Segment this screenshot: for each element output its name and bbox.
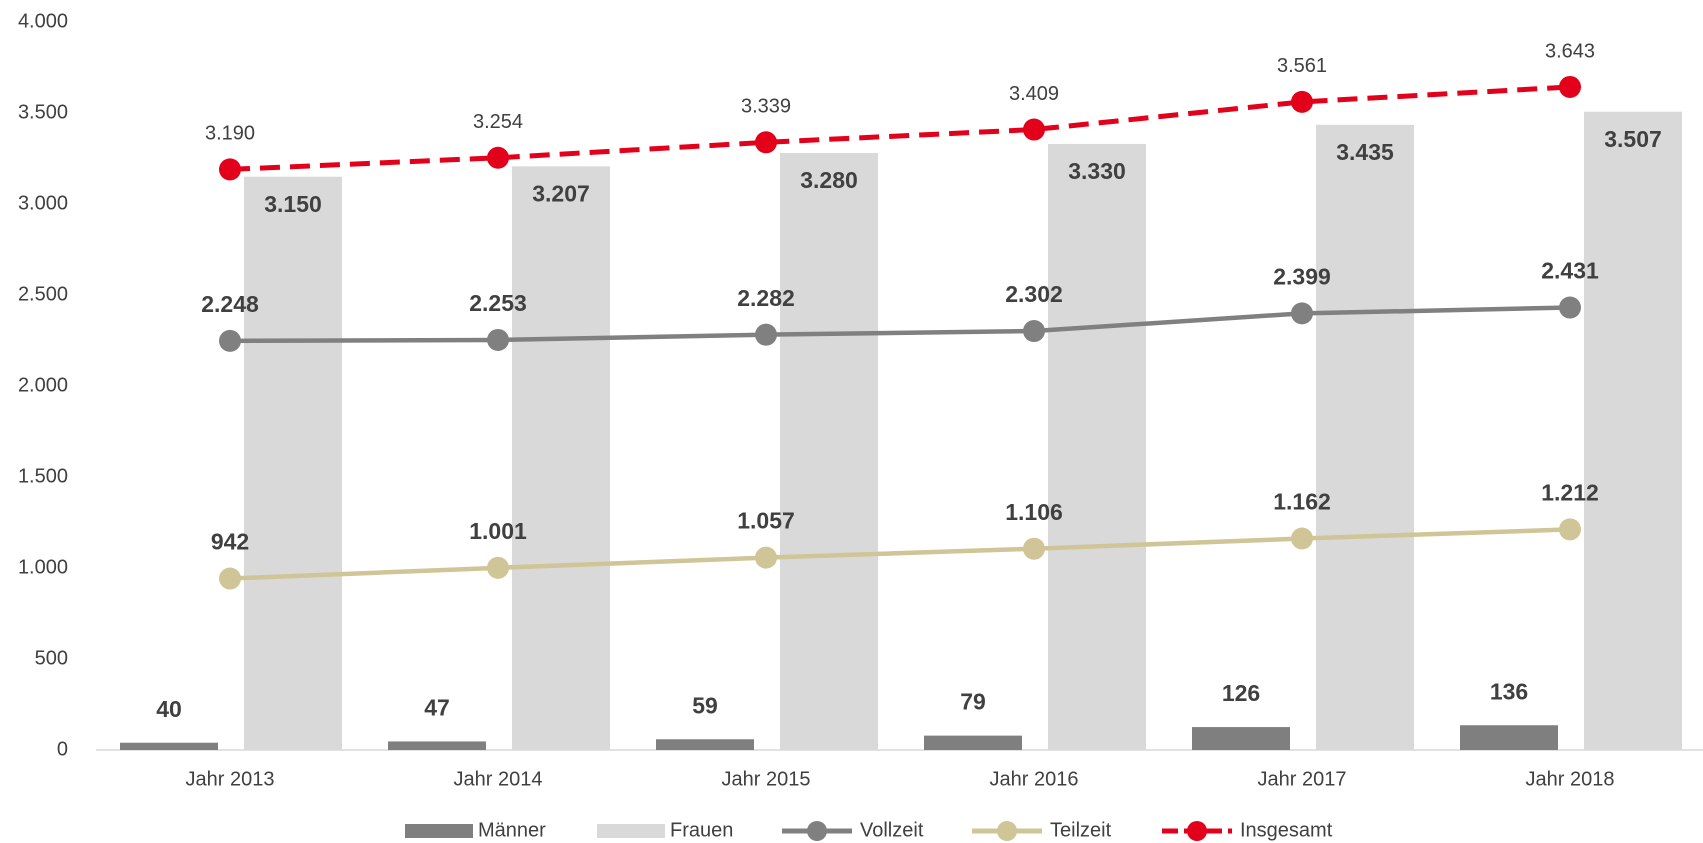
data-label: 3.207 <box>532 180 590 206</box>
bar <box>1316 124 1414 750</box>
y-tick-label: 500 <box>35 647 68 669</box>
legend-marker <box>807 821 827 841</box>
data-label: 3.507 <box>1604 126 1662 152</box>
bar <box>244 176 342 750</box>
data-label: 1.212 <box>1541 479 1599 505</box>
data-label: 126 <box>1222 680 1260 706</box>
line <box>229 84 1571 172</box>
marker <box>755 323 777 346</box>
data-label: 2.399 <box>1273 263 1331 289</box>
marker <box>487 556 509 579</box>
y-tick-label: 2.500 <box>18 283 68 305</box>
marker <box>755 131 777 154</box>
data-label: 3.561 <box>1277 55 1327 77</box>
data-label: 1.106 <box>1005 499 1063 525</box>
line <box>229 305 1571 344</box>
bar <box>512 166 610 751</box>
x-tick-label: Jahr 2016 <box>990 768 1079 790</box>
marker <box>1291 302 1313 325</box>
legend-marker <box>997 821 1017 841</box>
data-label: 3.254 <box>473 111 523 133</box>
data-label: 40 <box>156 696 182 722</box>
data-label: 2.431 <box>1541 258 1599 284</box>
marker <box>1291 527 1313 550</box>
legend-label: Vollzeit <box>860 819 924 841</box>
data-label: 3.190 <box>205 123 255 145</box>
y-tick-label: 1.500 <box>18 465 68 487</box>
y-tick-label: 3.500 <box>18 101 68 123</box>
data-label: 942 <box>211 529 249 555</box>
data-label: 3.150 <box>264 191 322 217</box>
marker <box>1559 75 1581 98</box>
bar <box>388 741 486 750</box>
x-tick-label: Jahr 2017 <box>1258 768 1347 790</box>
legend-marker <box>1187 821 1207 841</box>
bar <box>1460 725 1558 750</box>
y-tick-label: 4.000 <box>18 10 68 32</box>
marker <box>219 567 241 590</box>
line <box>229 527 1571 581</box>
data-label: 1.057 <box>737 508 795 534</box>
data-label: 79 <box>960 689 986 715</box>
data-label: 3.643 <box>1545 40 1595 62</box>
x-tick-label: Jahr 2014 <box>454 768 543 790</box>
bar <box>924 735 1022 750</box>
y-tick-label: 0 <box>57 738 68 760</box>
marker <box>1559 296 1581 319</box>
legend-label: Frauen <box>670 819 733 841</box>
bar <box>1192 727 1290 750</box>
bar <box>1584 111 1682 750</box>
bar <box>656 739 754 750</box>
data-label: 3.409 <box>1009 83 1059 105</box>
legend-label: Insgesamt <box>1240 819 1333 841</box>
legend-swatch <box>405 824 473 838</box>
legend-swatch <box>597 824 665 838</box>
marker <box>487 328 509 351</box>
marker <box>755 546 777 569</box>
marker <box>1023 320 1045 343</box>
data-label: 2.253 <box>469 290 527 316</box>
y-tick-label: 1.000 <box>18 556 68 578</box>
data-label: 59 <box>692 692 718 718</box>
bar <box>1048 143 1146 750</box>
x-tick-label: Jahr 2015 <box>722 768 811 790</box>
marker <box>1023 537 1045 560</box>
data-label: 2.302 <box>1005 281 1063 307</box>
data-label: 3.435 <box>1336 139 1394 165</box>
legend-label: Männer <box>478 819 546 841</box>
legend-label: Teilzeit <box>1050 819 1112 841</box>
x-tick-label: Jahr 2013 <box>186 768 275 790</box>
bar <box>780 153 878 751</box>
marker <box>1559 518 1581 541</box>
marker <box>1291 90 1313 113</box>
data-label: 1.162 <box>1273 489 1331 515</box>
data-label: 2.282 <box>737 285 795 311</box>
data-label: 3.280 <box>800 167 858 193</box>
data-label: 1.001 <box>469 518 527 544</box>
y-tick-label: 2.000 <box>18 374 68 396</box>
x-tick-label: Jahr 2018 <box>1526 768 1615 790</box>
bar <box>120 742 218 750</box>
marker <box>219 329 241 352</box>
data-label: 136 <box>1490 678 1528 704</box>
data-label: 3.339 <box>741 96 791 118</box>
y-tick-label: 3.000 <box>18 192 68 214</box>
marker <box>1023 118 1045 141</box>
data-label: 2.248 <box>201 291 259 317</box>
marker <box>219 158 241 181</box>
data-label: 47 <box>424 695 450 721</box>
marker <box>487 146 509 169</box>
data-label: 3.330 <box>1068 158 1126 184</box>
